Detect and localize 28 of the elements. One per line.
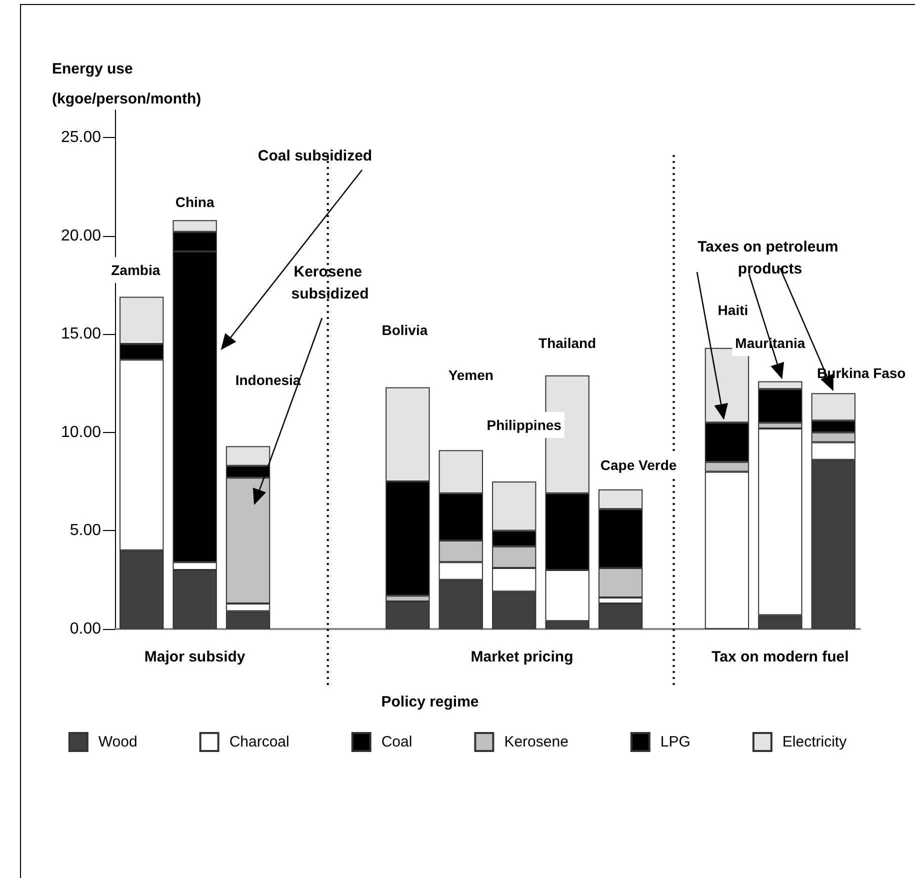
y-tick-label: 25.00	[60, 129, 102, 146]
text: Market pricing	[470, 648, 574, 666]
annotation: Zambia	[111, 262, 160, 278]
y-tick-label: 15.00	[60, 326, 102, 343]
y-tick-label: 10.00	[60, 424, 102, 441]
annotation: Thailand	[538, 335, 596, 351]
annotation: Taxes on petroleum products	[698, 238, 842, 278]
annotation: Haiti	[718, 302, 748, 318]
legend-label: LPG	[660, 734, 690, 750]
legend-label: Electricity	[782, 734, 848, 750]
y-tick-label: 5.00	[70, 522, 102, 540]
y-tick-label: 0.00	[70, 620, 102, 638]
legend-label: Charcoal	[229, 734, 290, 750]
y-axis-title: Energy use (kgoe/person/month)	[52, 60, 202, 108]
legend-label: Coal	[381, 734, 412, 750]
legend-label: Kerosene	[504, 734, 568, 750]
legend-label: Wood	[98, 734, 138, 750]
annotation: Bolivia	[382, 322, 428, 338]
annotation: Philippines	[486, 417, 562, 433]
annotation: China	[175, 194, 214, 210]
text: Tax on modern fuel	[712, 648, 849, 666]
annotation: Yemen	[448, 367, 494, 383]
text: Major subsidy	[144, 648, 246, 666]
x-axis-title: Policy regime	[381, 694, 479, 710]
annotation: Kerosene subsidized	[291, 264, 369, 302]
annotation: Coal subsidized	[258, 148, 372, 164]
y-tick-label: 20.00	[60, 227, 102, 244]
annotation: Cape Verde	[600, 457, 677, 473]
